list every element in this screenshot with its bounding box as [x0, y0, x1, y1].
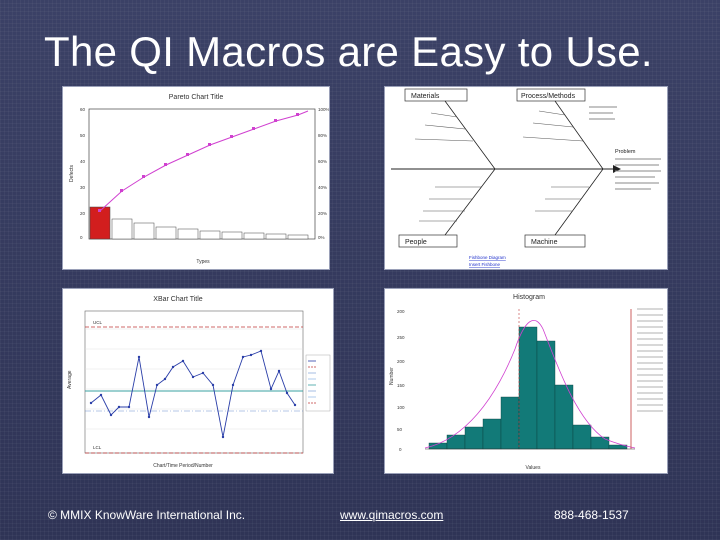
footer-copyright: © MMIX KnowWare International Inc. — [48, 508, 246, 522]
fishbone-box-people — [398, 234, 458, 248]
xbar-chart: XBar Chart Title Average Chart/Time Peri… — [67, 296, 331, 469]
svg-text:30: 30 — [80, 185, 86, 190]
fishbone-bone-machine — [554, 168, 604, 236]
histogram-ylabel: Number — [389, 367, 395, 385]
pareto-bar-4 — [155, 226, 177, 240]
svg-text:100: 100 — [397, 405, 405, 410]
xbar-legend — [305, 354, 331, 412]
pareto-bar-9 — [265, 233, 287, 240]
histogram-bar-9 — [572, 424, 592, 450]
histogram-bar-2 — [446, 434, 466, 450]
pareto-y-ticks: 60 50 40 30 20 0 100% 80% 60% 40% 20% 0% — [80, 107, 330, 240]
fishbone-label-process: Process/Methods — [521, 93, 576, 100]
xbar-data-line — [90, 350, 296, 438]
svg-text:50: 50 — [397, 427, 403, 432]
histogram-normal-curve — [424, 319, 636, 449]
pareto-bar-8 — [243, 232, 265, 240]
pareto-bar-5 — [177, 228, 199, 240]
pareto-title: Pareto Chart Title — [169, 94, 224, 101]
histogram-bar-7 — [536, 340, 556, 450]
pareto-bar-7 — [221, 231, 243, 240]
xbar-grid — [85, 328, 303, 430]
fishbone-note-text-lines — [589, 106, 617, 120]
histogram-bar-4 — [482, 418, 502, 450]
fishbone-diagram: Materials Process/Methods People Machine… — [391, 88, 661, 267]
pareto-xlabel: Types — [196, 259, 210, 265]
svg-text:0%: 0% — [318, 235, 325, 240]
fishbone-arrowhead — [613, 165, 621, 173]
fishbone-problem-text-lines — [615, 158, 661, 190]
pareto-cumulative-points — [98, 113, 299, 212]
svg-text:150: 150 — [397, 383, 405, 388]
xbar-ucl-label: UCL — [93, 320, 102, 325]
fishbone-minor-bones — [414, 110, 589, 222]
pareto-bar-10 — [287, 234, 309, 240]
svg-text:60%: 60% — [318, 159, 327, 164]
svg-text:20: 20 — [80, 211, 86, 216]
svg-text:40: 40 — [80, 159, 86, 164]
fishbone-link-insert[interactable]: Insert Fishbone — [469, 262, 501, 267]
pareto-bar-2 — [111, 218, 133, 240]
svg-text:40%: 40% — [318, 185, 327, 190]
pareto-cumulative-line — [99, 110, 309, 212]
svg-text:50: 50 — [80, 133, 86, 138]
pareto-bar-1 — [89, 206, 111, 240]
fishbone-box-materials — [404, 88, 468, 102]
fishbone-diagram-screenshot: Materials Process/Methods People Machine… — [384, 86, 668, 270]
histogram-stats-table — [637, 308, 663, 412]
fishbone-bone-people — [444, 168, 496, 236]
histogram-title: Histogram — [513, 294, 545, 301]
fishbone-label-machine: Machine — [531, 239, 558, 246]
xbar-plot-area — [84, 310, 304, 454]
pareto-bar-6 — [199, 230, 221, 240]
histogram-y-ticks: 200 250 200 150 100 50 0 — [397, 309, 405, 452]
fishbone-problem-label: Problem — [615, 149, 636, 155]
footer-url-link[interactable]: www.qimacros.com — [340, 508, 444, 522]
svg-text:80%: 80% — [318, 133, 327, 138]
svg-text:0: 0 — [80, 235, 83, 240]
svg-text:20%: 20% — [318, 211, 327, 216]
xbar-ylabel: Average — [67, 370, 73, 389]
svg-text:200: 200 — [397, 309, 405, 314]
xbar-lcl-label: LCL — [93, 445, 102, 450]
fishbone-label-people: People — [405, 239, 427, 246]
svg-text:0: 0 — [399, 447, 402, 452]
fishbone-box-process — [516, 88, 586, 102]
fishbone-link-diagram[interactable]: Fishbone Diagram — [469, 255, 506, 260]
fishbone-bone-materials — [444, 100, 496, 170]
svg-text:250: 250 — [397, 335, 405, 340]
fishbone-bone-process — [554, 100, 604, 170]
svg-text:100%: 100% — [318, 107, 329, 112]
histogram-bar-10 — [590, 436, 610, 450]
footer-phone: 888-468-1537 — [554, 508, 629, 522]
slide-title: The QI Macros are Easy to Use. — [44, 28, 653, 75]
histogram-bar-5 — [500, 396, 520, 450]
xbar-data-points — [89, 349, 297, 439]
pareto-bar-3 — [133, 222, 155, 240]
histogram-chart: Histogram Number Values 200 250 200 150 100… — [389, 294, 663, 471]
histogram-bar-3 — [464, 426, 484, 450]
histogram-xlabel: Values — [526, 465, 541, 471]
xbar-xlabel: Chart/Time Period/Number — [153, 463, 213, 469]
pareto-chart-screenshot: Pareto Chart Title Defects Types 60 50 40 … — [62, 86, 330, 270]
fishbone-label-materials: Materials — [411, 93, 440, 100]
pareto-chart: Pareto Chart Title Defects Types 60 50 40 … — [69, 94, 330, 265]
histogram-screenshot: Histogram Number Values 200 250 200 150 100… — [384, 288, 668, 474]
svg-text:200: 200 — [397, 359, 405, 364]
histogram-bar-6 — [518, 326, 538, 450]
xbar-title: XBar Chart Title — [153, 296, 203, 303]
xbar-chart-screenshot: XBar Chart Title Average Chart/Time Peri… — [62, 288, 334, 474]
pareto-ylabel: Defects — [69, 165, 75, 182]
svg-text:60: 60 — [80, 107, 86, 112]
